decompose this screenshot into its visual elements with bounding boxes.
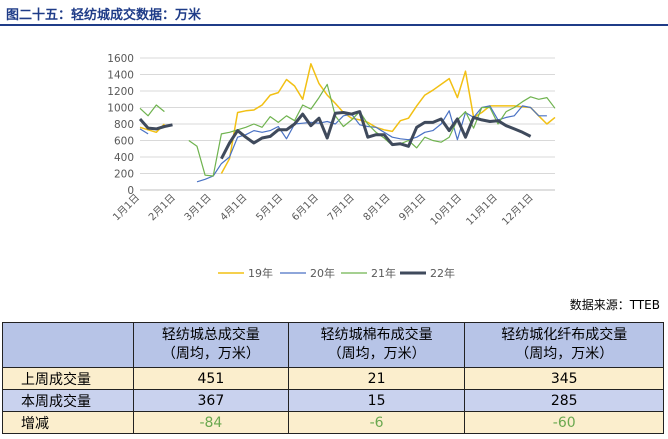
x-tick-label: 9月1日: [397, 192, 429, 224]
series-line: [139, 128, 149, 135]
cell-total: 367: [133, 389, 289, 412]
legend-label: 20年: [310, 266, 335, 280]
x-tick-label: 10月1日: [428, 192, 464, 228]
x-tick-label: 6月1日: [289, 192, 321, 224]
cell-synthetic: -60: [464, 411, 664, 434]
x-tick-label: 12月1日: [500, 192, 536, 228]
header-cotton-text: 轻纺城棉布成交量 （周均，万米）: [320, 327, 433, 362]
cell-cotton: 15: [287, 389, 466, 412]
legend-label: 19年: [248, 266, 273, 280]
legend-label: 21年: [371, 266, 396, 280]
x-tick-label: 11月1日: [464, 192, 500, 228]
chart-series: [138, 63, 556, 183]
y-tick-label: 1600: [107, 53, 134, 65]
series-line: [220, 110, 532, 160]
summary-table: 轻纺城总成交量 （周均，万米） 轻纺城棉布成交量 （周均，万米） 轻纺城化纤布成…: [2, 322, 664, 434]
y-tick-label: 1200: [107, 86, 134, 98]
series-line: [220, 63, 556, 174]
x-tick-label: 8月1日: [361, 192, 393, 224]
title-divider: [0, 24, 668, 26]
cell-synthetic: 345: [464, 367, 664, 390]
cell-total: 451: [133, 367, 289, 390]
y-tick-label: 600: [114, 136, 134, 148]
table-row: 本周成交量 367 15 285: [2, 389, 664, 412]
series-line: [188, 83, 556, 177]
data-source-note: 数据来源：TTEB: [569, 298, 660, 312]
row-label: 增减: [2, 411, 134, 434]
x-tick-label: 4月1日: [218, 192, 250, 224]
y-axis-tick-labels: 0 200 400 600 800 1000 1200 1400 1600: [107, 53, 134, 197]
cell-synthetic: 285: [464, 389, 664, 412]
row-label: 上周成交量: [2, 367, 134, 390]
y-tick-label: 400: [114, 152, 134, 164]
chart-gridlines: [140, 57, 555, 191]
chart-legend: 19年 20年 21年 22年: [218, 266, 455, 280]
table-header-synthetic: 轻纺城化纤布成交量 （周均，万米）: [464, 322, 664, 368]
y-tick-label: 1000: [107, 103, 134, 115]
legend-label: 22年: [430, 266, 455, 280]
page-title: 图二十五：轻纺城成交数据：万米: [6, 8, 202, 23]
y-tick-label: 1400: [107, 70, 134, 82]
series-line: [138, 118, 173, 131]
table-row: 上周成交量 451 21 345: [2, 367, 664, 390]
series-line: [196, 105, 547, 183]
x-tick-label: 2月1日: [146, 192, 178, 224]
y-tick-label: 200: [114, 169, 134, 181]
header-synthetic-text: 轻纺城化纤布成交量 （周均，万米）: [501, 327, 628, 362]
table-header-cotton: 轻纺城棉布成交量 （周均，万米）: [287, 322, 466, 368]
y-tick-label: 0: [127, 185, 134, 197]
table-header-total: 轻纺城总成交量 （周均，万米）: [133, 322, 289, 368]
line-chart: 0 200 400 600 800 1000 1200 1400 1600 1月1日 2月1日 3月…: [107, 53, 556, 280]
y-tick-label: 800: [114, 119, 134, 131]
series-line: [139, 104, 165, 117]
x-tick-label: 5月1日: [254, 192, 286, 224]
cell-cotton: 21: [287, 367, 466, 390]
cell-cotton: -6: [287, 411, 466, 434]
row-label: 本周成交量: [2, 389, 134, 412]
x-tick-label: 7月1日: [325, 192, 357, 224]
table-header-row: 轻纺城总成交量 （周均，万米） 轻纺城棉布成交量 （周均，万米） 轻纺城化纤布成…: [2, 322, 664, 368]
x-axis: 1月1日 2月1日 3月1日 4月1日 5月1日 6月1日 7月1日 8月1日 9月1日 10月1…: [110, 192, 535, 228]
x-tick-label: 1月1日: [110, 192, 142, 224]
header-total-text: 轻纺城总成交量 （周均，万米）: [161, 327, 260, 362]
cell-total: -84: [133, 411, 289, 434]
table-row: 增减 -84 -6 -60: [2, 411, 664, 434]
x-tick-label: 3月1日: [182, 192, 214, 224]
table-header-blank: [2, 322, 134, 368]
